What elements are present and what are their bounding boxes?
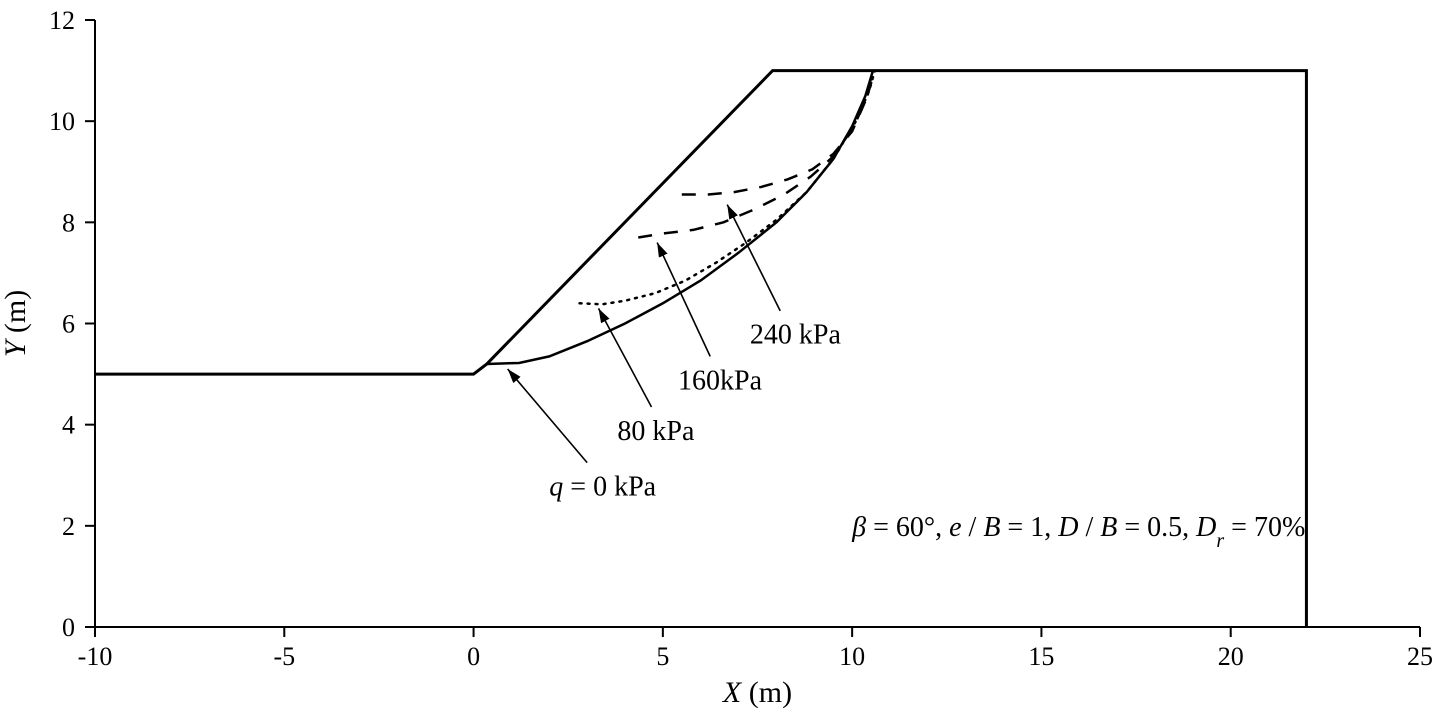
parameters-text: β = 60°, e / B = 1, D / B = 0.5, Dr = 70…: [851, 512, 1305, 552]
x-tick-label: 20: [1218, 642, 1244, 671]
ground-outline: [95, 71, 1306, 627]
x-tick-label: 15: [1028, 642, 1054, 671]
x-tick-label: -5: [273, 642, 295, 671]
y-axis-title: Y (m): [0, 290, 32, 358]
series-q80: [580, 71, 875, 305]
y-tick-label: 10: [49, 107, 75, 136]
y-tick-label: 12: [49, 6, 75, 35]
axes: -10 -5 0 5 10 15 20 25 0 2 4 6 8 10 12 X (m) Y (m): [0, 6, 1433, 708]
arrow-q240: [727, 205, 780, 311]
label-q0: q = 0 kPa: [549, 471, 656, 502]
label-q240: 240 kPa: [750, 320, 842, 351]
chart-container: -10 -5 0 5 10 15 20 25 0 2 4 6 8 10 12 X (m) Y (m) q = 0…: [0, 0, 1433, 708]
x-tick-label: -10: [78, 642, 113, 671]
x-tick-label: 25: [1407, 642, 1433, 671]
y-tick-label: 0: [62, 613, 75, 642]
parameters-line: β = 60°, e / B = 1, D / B = 0.5, Dr = 70…: [851, 512, 1305, 552]
ground-profile: [95, 71, 1306, 627]
y-tick-label: 6: [62, 310, 75, 339]
x-tick-label: 10: [839, 642, 865, 671]
y-tick-label: 2: [62, 512, 75, 541]
y-tick-label: 4: [62, 411, 75, 440]
x-tick-label: 0: [467, 642, 480, 671]
arrow-q0: [508, 369, 588, 463]
x-axis-title: X (m): [722, 676, 792, 708]
x-tick-label: 5: [656, 642, 669, 671]
chart-svg: -10 -5 0 5 10 15 20 25 0 2 4 6 8 10 12 X (m) Y (m) q = 0…: [0, 0, 1433, 708]
series-q160: [638, 71, 875, 238]
label-q80: 80 kPa: [617, 416, 695, 447]
arrow-q160: [657, 243, 710, 357]
label-q160: 160kPa: [678, 365, 763, 396]
y-tick-label: 8: [62, 208, 75, 237]
